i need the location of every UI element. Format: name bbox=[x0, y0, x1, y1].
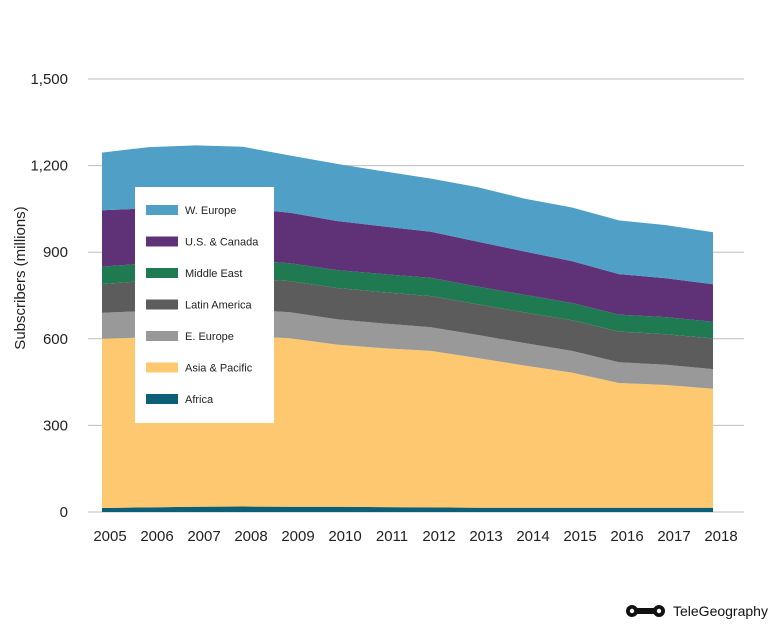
y-axis-ticks: 0 300 600 900 1,200 1,500 bbox=[30, 71, 68, 521]
x-tick-label: 2007 bbox=[187, 528, 220, 545]
x-tick-label: 2014 bbox=[516, 528, 549, 545]
x-tick-label: 2008 bbox=[234, 528, 267, 545]
legend-label: Asia & Pacific bbox=[185, 363, 253, 375]
brand-name: TeleGeography bbox=[673, 603, 768, 619]
x-tick-label: 2018 bbox=[704, 528, 737, 545]
legend-label: Africa bbox=[185, 394, 214, 406]
x-tick-label: 2005 bbox=[93, 528, 126, 545]
x-tick-label: 2016 bbox=[610, 528, 643, 545]
legend-label: Middle East bbox=[185, 268, 242, 280]
y-axis-label: Subscribers (millions) bbox=[12, 206, 29, 349]
x-tick-label: 2009 bbox=[281, 528, 314, 545]
y-tick-label: 0 bbox=[60, 504, 68, 521]
legend-swatch bbox=[146, 362, 178, 373]
legend-label: E. Europe bbox=[185, 331, 234, 343]
legend-swatch bbox=[146, 268, 178, 278]
x-tick-label: 2013 bbox=[469, 528, 502, 545]
area-w-europe bbox=[102, 145, 713, 285]
y-tick-label: 600 bbox=[43, 331, 68, 348]
y-tick-label: 900 bbox=[43, 244, 68, 261]
legend-swatch bbox=[146, 331, 178, 341]
area-africa bbox=[102, 506, 713, 512]
legend-swatch bbox=[146, 236, 178, 247]
x-tick-label: 2011 bbox=[376, 528, 408, 545]
x-tick-label: 2015 bbox=[563, 528, 596, 545]
y-tick-label: 1,200 bbox=[30, 158, 68, 175]
legend-swatch bbox=[146, 394, 178, 404]
x-tick-label: 2017 bbox=[657, 528, 690, 545]
x-tick-label: 2010 bbox=[328, 528, 361, 545]
legend-swatch bbox=[146, 299, 178, 310]
legend-label: W. Europe bbox=[185, 205, 236, 217]
brand-logo: TeleGeography bbox=[625, 603, 768, 619]
x-axis-ticks: 2005 2006 2007 2008 2009 2010 2011 2012 2013 2014… bbox=[93, 528, 737, 545]
legend-label: U.S. & Canada bbox=[185, 237, 259, 249]
x-tick-label: 2012 bbox=[422, 528, 455, 545]
legend-swatch bbox=[146, 205, 178, 215]
x-tick-label: 2006 bbox=[140, 528, 173, 545]
legend-label: Latin America bbox=[185, 300, 253, 312]
legend: W. Europe U.S. & Canada Middle East Latin A… bbox=[135, 187, 274, 423]
y-tick-label: 1,500 bbox=[30, 71, 68, 88]
y-tick-label: 300 bbox=[43, 417, 68, 434]
telegeography-logo-icon bbox=[626, 605, 665, 617]
